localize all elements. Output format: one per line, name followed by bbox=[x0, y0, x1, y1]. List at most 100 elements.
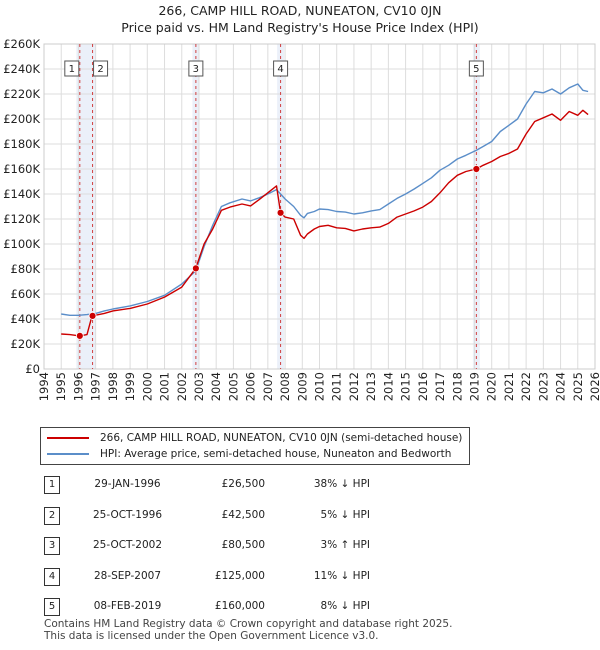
purchase-band bbox=[76, 44, 97, 369]
transaction-price: £125,000 bbox=[214, 569, 265, 582]
transaction-hpi: 11% ↓ HPI bbox=[313, 569, 370, 582]
y-tick-label: £200K bbox=[3, 112, 40, 126]
y-tick-label: £160K bbox=[3, 162, 40, 176]
y-tick-label: £20K bbox=[11, 337, 41, 351]
transaction-price: £160,000 bbox=[214, 600, 265, 612]
footer-licence: This data is licensed under the Open Gov… bbox=[44, 630, 379, 642]
x-tick-label: 2021 bbox=[502, 372, 516, 401]
price-chart: £0 £20K £40K £60K £80K £100K £120K £140K £160K £1… bbox=[3, 37, 600, 401]
transaction-hpi: 38% ↓ HPI bbox=[313, 478, 370, 490]
x-tick-label: 2014 bbox=[381, 372, 395, 401]
transaction-label-box bbox=[273, 60, 289, 77]
y-tick-label: £260K bbox=[3, 37, 40, 51]
sale-points bbox=[75, 165, 481, 340]
legend-item-hpi: HPI: Average price, semi-detached house,… bbox=[47, 446, 451, 462]
x-tick-label: 2003 bbox=[192, 372, 206, 401]
x-tick-label: 2024 bbox=[554, 372, 568, 401]
x-tick-label: 2001 bbox=[158, 372, 172, 401]
x-tick-label: 2018 bbox=[450, 372, 464, 401]
property-price-line bbox=[61, 109, 589, 337]
y-tick-label: £100K bbox=[3, 237, 40, 251]
x-tick-label: 2020 bbox=[485, 372, 499, 401]
transaction-number: 3 bbox=[44, 537, 60, 555]
transaction-price: £80,500 bbox=[221, 539, 265, 551]
sale-point-5 bbox=[472, 165, 481, 173]
y-tick-label: £180K bbox=[3, 137, 40, 151]
transaction-row: 4 28-SEP-2007 £125,000 11% ↓ HPI bbox=[0, 567, 600, 588]
x-tick-label: 2005 bbox=[226, 372, 240, 401]
x-tick-label: 2004 bbox=[209, 372, 223, 401]
transaction-date: 29-JAN-1996 bbox=[94, 478, 161, 490]
legend-swatch-property bbox=[47, 437, 89, 439]
x-tick-label: 2023 bbox=[536, 372, 550, 401]
transaction-label-box bbox=[468, 60, 484, 77]
sale-point-4 bbox=[276, 208, 285, 217]
transaction-label-text: 2 bbox=[97, 64, 103, 75]
y-tick-label: £120K bbox=[3, 212, 40, 226]
x-tick-label: 2025 bbox=[571, 372, 585, 401]
x-tick-label: 1995 bbox=[54, 372, 68, 401]
x-tick-label: 2006 bbox=[244, 372, 258, 401]
hpi-line bbox=[61, 83, 589, 316]
x-tick-label: 2012 bbox=[347, 372, 361, 401]
transaction-hpi: 8% ↓ HPI bbox=[320, 600, 370, 612]
transaction-label-3: 3 bbox=[188, 60, 204, 77]
sale-point-2 bbox=[88, 311, 97, 320]
transaction-row: 3 25-OCT-2002 £80,500 3% ↑ HPI bbox=[0, 537, 600, 557]
transaction-price: £42,500 bbox=[221, 508, 265, 521]
x-tick-label: 2009 bbox=[295, 372, 309, 401]
x-tick-label: 2017 bbox=[433, 372, 447, 401]
transaction-date: 08-FEB-2019 bbox=[93, 600, 162, 612]
x-tick-label: 1998 bbox=[106, 372, 120, 401]
chart-subtitle: Price paid vs. HM Land Registry's House … bbox=[121, 20, 479, 35]
transaction-label-text: 3 bbox=[193, 64, 199, 75]
x-tick-label: 1997 bbox=[89, 372, 103, 401]
transaction-date: 25-OCT-2002 bbox=[93, 539, 162, 551]
x-tick-label: 2000 bbox=[140, 372, 154, 401]
legend: 266, CAMP HILL ROAD, NUNEATON, CV10 0JN … bbox=[40, 427, 470, 465]
transaction-label-text: 1 bbox=[69, 64, 75, 75]
legend-swatch-hpi bbox=[47, 453, 89, 455]
transaction-row: 2 25-OCT-1996 £42,500 5% ↓ HPI bbox=[0, 506, 600, 527]
transaction-hpi: 5% ↓ HPI bbox=[320, 508, 370, 521]
x-tick-label: 2010 bbox=[313, 372, 327, 401]
transaction-label-1: 1 bbox=[64, 60, 80, 77]
transaction-label-text: 4 bbox=[277, 64, 283, 75]
transaction-hpi: 3% ↑ HPI bbox=[320, 539, 370, 551]
x-axis: 1994 1995 1996 1997 1998 1999 2000 2001 2002 2003… bbox=[37, 372, 600, 401]
x-tick-label: 2015 bbox=[399, 372, 413, 401]
x-tick-label: 1994 bbox=[37, 372, 51, 401]
y-tick-label: £240K bbox=[3, 62, 40, 76]
x-tick-label: 2016 bbox=[416, 372, 430, 401]
transaction-label-box bbox=[64, 60, 80, 77]
x-tick-label: 1996 bbox=[71, 372, 85, 401]
x-tick-label: 2026 bbox=[588, 372, 600, 401]
transaction-label-box bbox=[188, 60, 204, 77]
transaction-date: 28-SEP-2007 bbox=[93, 569, 162, 582]
sale-point-3 bbox=[191, 264, 200, 273]
transaction-row: 5 08-FEB-2019 £160,000 8% ↓ HPI bbox=[0, 598, 600, 618]
transaction-labels: 1 2 3 4 5 bbox=[64, 60, 484, 77]
chart-title: 266, CAMP HILL ROAD, NUNEATON, CV10 0JN bbox=[158, 3, 442, 18]
transaction-number: 5 bbox=[44, 598, 60, 616]
plot-border bbox=[43, 43, 596, 370]
legend-item-property: 266, CAMP HILL ROAD, NUNEATON, CV10 0JN … bbox=[47, 430, 462, 446]
transaction-number: 1 bbox=[44, 476, 60, 494]
legend-label-hpi: HPI: Average price, semi-detached house,… bbox=[100, 448, 452, 460]
y-tick-label: £0 bbox=[25, 362, 40, 376]
y-tick-label: £60K bbox=[11, 287, 41, 301]
x-tick-label: 2022 bbox=[519, 372, 533, 401]
x-tick-label: 2008 bbox=[278, 372, 292, 401]
transaction-label-text: 5 bbox=[473, 64, 479, 75]
y-tick-label: £40K bbox=[11, 312, 41, 326]
transaction-label-box bbox=[93, 60, 109, 77]
y-tick-label: £140K bbox=[3, 187, 40, 201]
transaction-price: £26,500 bbox=[221, 478, 265, 490]
transaction-label-2: 2 bbox=[93, 60, 109, 77]
x-tick-label: 2011 bbox=[330, 372, 344, 401]
grid-lines bbox=[43, 43, 596, 370]
transaction-row: 1 29-JAN-1996 £26,500 38% ↓ HPI bbox=[0, 476, 600, 496]
transaction-number: 4 bbox=[44, 567, 60, 586]
x-tick-label: 1999 bbox=[123, 372, 137, 401]
transaction-label-5: 5 bbox=[468, 60, 484, 77]
